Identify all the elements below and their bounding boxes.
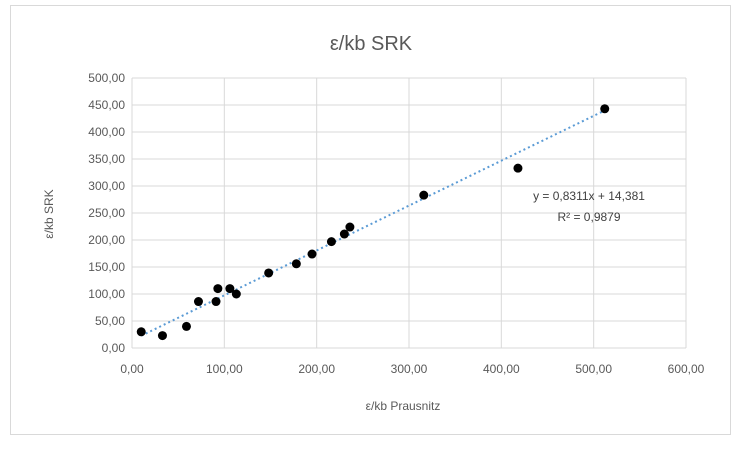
data-point	[213, 284, 223, 294]
y-tick-label: 0,00	[102, 341, 126, 355]
y-tick-label: 150,00	[88, 260, 125, 274]
data-point	[231, 289, 241, 299]
trend-layer	[140, 109, 606, 337]
r-squared-label: R² = 0,9879	[557, 210, 620, 224]
data-point	[345, 222, 355, 232]
x-tick-label: 100,00	[206, 362, 243, 376]
y-axis-title: ε/kb SRK	[42, 189, 56, 238]
x-axis-ticks: 0,00 100,00 200,00 300,00 400,00 500,00 600,00	[120, 362, 704, 376]
data-point	[181, 321, 191, 331]
data-point	[291, 259, 301, 269]
data-point	[136, 327, 146, 337]
chart-title: ε/kb SRK	[330, 33, 413, 55]
y-tick-label: 250,00	[88, 206, 125, 220]
grid-layer	[131, 77, 687, 349]
y-tick-label: 350,00	[88, 152, 125, 166]
data-point	[225, 284, 235, 294]
data-point	[600, 104, 610, 114]
data-point	[157, 331, 167, 341]
y-tick-label: 500,00	[88, 71, 125, 85]
data-point	[307, 249, 317, 259]
data-point	[264, 268, 274, 278]
data-point	[339, 229, 349, 239]
data-point	[419, 190, 429, 200]
data-point	[211, 297, 221, 307]
x-tick-label: 0,00	[120, 362, 144, 376]
y-tick-label: 200,00	[88, 233, 125, 247]
scatter-chart: ε/kb SRK 0,00 50,00 100,00 150,00 200,00 250,…	[42, 33, 705, 413]
data-point	[513, 163, 523, 173]
data-point	[193, 297, 203, 307]
y-tick-label: 400,00	[88, 125, 125, 139]
point-layer	[136, 104, 610, 341]
y-tick-label: 300,00	[88, 179, 125, 193]
chart-frame: ε/kb SRK 0,00 50,00 100,00 150,00 200,00 250,…	[10, 5, 731, 435]
x-tick-label: 300,00	[391, 362, 428, 376]
y-tick-label: 450,00	[88, 98, 125, 112]
x-tick-label: 200,00	[298, 362, 335, 376]
x-axis-title: ε/kb Prausnitz	[366, 399, 441, 413]
x-tick-label: 500,00	[575, 362, 612, 376]
y-axis-ticks: 0,00 50,00 100,00 150,00 200,00 250,00 300,00 3…	[88, 71, 125, 355]
y-tick-label: 100,00	[88, 287, 125, 301]
x-tick-label: 400,00	[483, 362, 520, 376]
trendline-equation: y = 0,8311x + 14,381	[533, 189, 645, 203]
data-point	[326, 237, 336, 247]
trendline	[140, 109, 606, 337]
y-tick-label: 50,00	[95, 314, 125, 328]
x-tick-label: 600,00	[668, 362, 705, 376]
